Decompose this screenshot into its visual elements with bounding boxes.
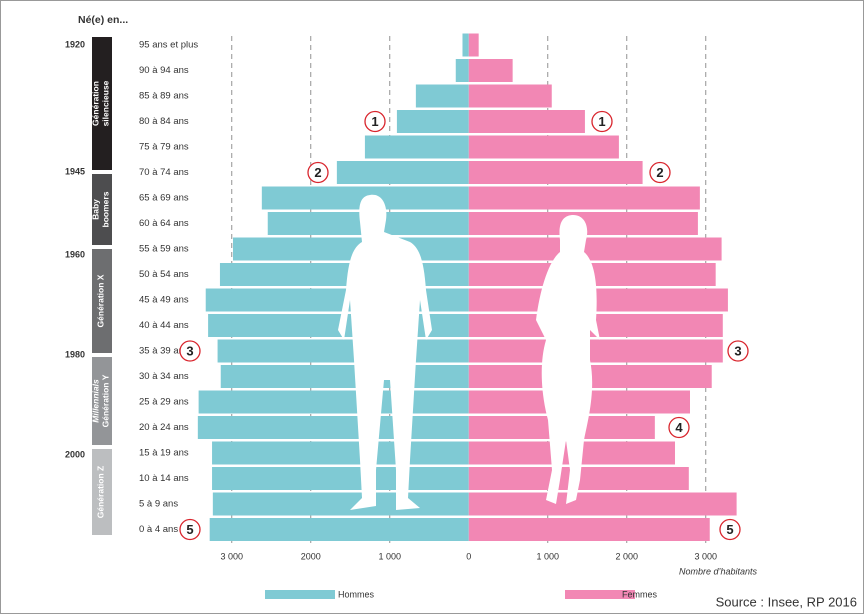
bar (199, 391, 469, 414)
category-label: 45 à 49 ans (139, 295, 189, 306)
bar (469, 289, 728, 312)
category-label: 75 à 79 ans (139, 142, 189, 153)
category-label: 95 ans et plus (139, 40, 198, 51)
bar (206, 289, 469, 312)
bar (456, 59, 469, 82)
header: Né(e) en... (78, 14, 128, 26)
bar (469, 340, 723, 363)
bar (469, 238, 722, 261)
birth-year: 2000 (65, 449, 85, 459)
bar (220, 263, 469, 286)
category-label: 0 à 4 ans (139, 524, 178, 535)
bar (416, 85, 469, 108)
category-label: 10 à 14 ans (139, 473, 189, 484)
annotation-label: 5 (726, 522, 733, 537)
bar (469, 493, 737, 516)
annotation-label: 3 (186, 343, 193, 358)
bar (469, 518, 710, 541)
bar (233, 238, 469, 261)
bar (469, 34, 479, 57)
category-label: 80 à 84 ans (139, 116, 189, 127)
category-label: 20 à 24 ans (139, 422, 189, 433)
generation-label: boomers (100, 191, 110, 227)
chart: Né(e) en... Nombre d’habitants Source : … (0, 0, 864, 614)
category-label: 50 à 54 ans (139, 269, 189, 280)
x-tick-label: 2000 (301, 551, 321, 561)
x-tick-label: 0 (466, 551, 471, 561)
x-tick-label: 3 000 (221, 551, 244, 561)
x-tick-label: 1 000 (537, 551, 560, 561)
legend-label: Hommes (338, 589, 375, 599)
generation-label: Génération X (95, 274, 105, 327)
annotation-label: 4 (675, 420, 683, 435)
bar (365, 136, 469, 159)
bar (337, 161, 469, 184)
bar (397, 110, 469, 133)
legend-label: Femmes (622, 589, 658, 599)
category-label: 30 à 34 ans (139, 371, 189, 382)
category-label: 15 à 19 ans (139, 448, 189, 459)
birth-year: 1980 (65, 349, 85, 359)
birth-year: 1945 (65, 166, 85, 176)
x-axis-label: Nombre d’habitants (679, 566, 758, 576)
bar (469, 110, 585, 133)
bar (469, 85, 552, 108)
bar (212, 467, 469, 490)
bar (462, 34, 468, 57)
bar (210, 518, 469, 541)
bar (469, 59, 513, 82)
generation-label: Baby (90, 199, 100, 220)
generation-label: Millennials (90, 379, 100, 423)
category-label: 55 à 59 ans (139, 244, 189, 255)
x-tick-label: 3 000 (695, 551, 718, 561)
bar (218, 340, 469, 363)
birth-year: 1920 (65, 39, 85, 49)
annotation-label: 3 (734, 343, 741, 358)
generation-label: Génération (90, 81, 100, 126)
generation-label: Génération Z (95, 466, 105, 518)
annotation-label: 2 (656, 165, 663, 180)
category-label: 60 à 64 ans (139, 218, 189, 229)
category-label: 85 à 89 ans (139, 91, 189, 102)
x-tick-label: 1 000 (379, 551, 402, 561)
bar (213, 493, 469, 516)
bar (198, 416, 469, 439)
annotation-label: 1 (371, 114, 378, 129)
bar (469, 136, 619, 159)
category-label: 40 à 44 ans (139, 320, 189, 331)
annotation-label: 1 (598, 114, 605, 129)
x-tick-label: 2 000 (616, 551, 639, 561)
category-label: 90 à 94 ans (139, 65, 189, 76)
bar (469, 187, 700, 210)
category-label: 25 à 29 ans (139, 397, 189, 408)
bar (469, 161, 643, 184)
generation-label: Génération Y (100, 374, 110, 427)
birth-year: 1960 (65, 249, 85, 259)
generation-label: silencieuse (100, 80, 110, 126)
annotation-label: 5 (186, 522, 193, 537)
category-label: 65 à 69 ans (139, 193, 189, 204)
bar (221, 365, 469, 388)
source: Source : Insee, RP 2016 (716, 594, 857, 609)
bar (212, 442, 469, 465)
annotation-label: 2 (314, 165, 321, 180)
category-label: 70 à 74 ans (139, 167, 189, 178)
legend-swatch (265, 590, 335, 599)
category-label: 5 à 9 ans (139, 499, 178, 510)
